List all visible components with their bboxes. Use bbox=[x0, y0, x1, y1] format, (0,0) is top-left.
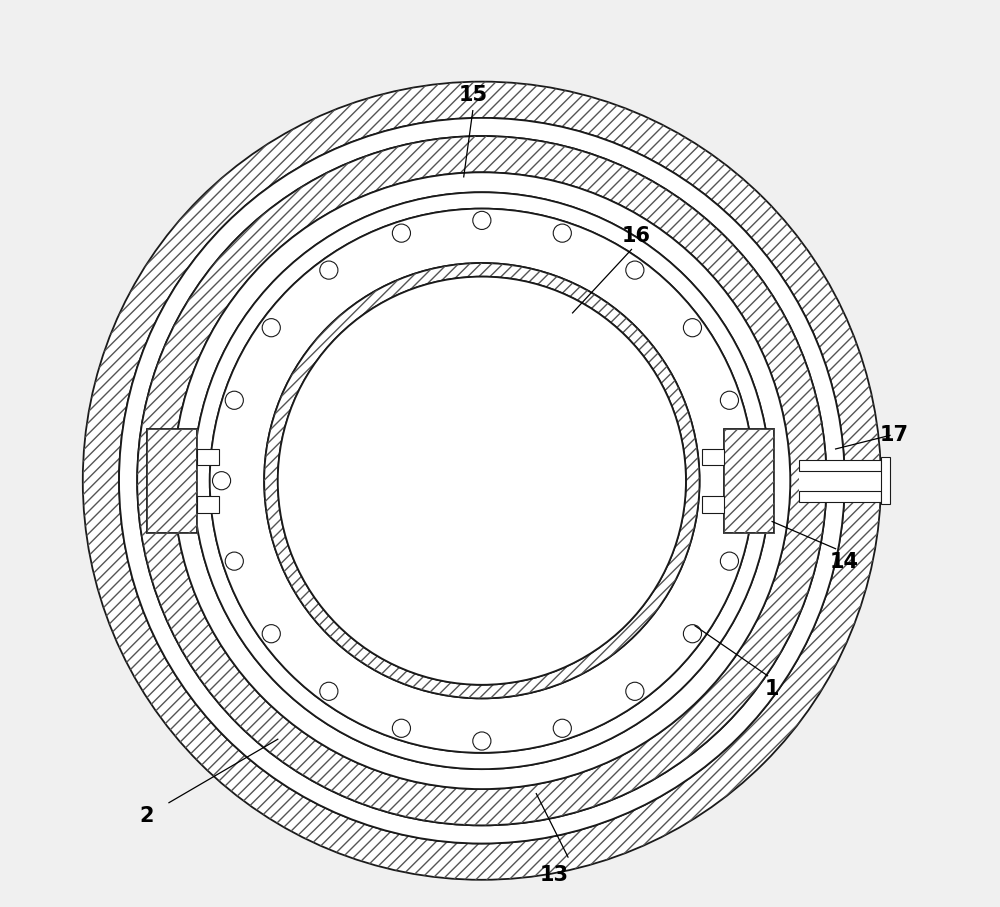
Circle shape bbox=[262, 625, 280, 643]
Circle shape bbox=[173, 172, 790, 789]
Text: 16: 16 bbox=[622, 226, 651, 246]
Circle shape bbox=[137, 136, 827, 825]
Text: 17: 17 bbox=[880, 425, 909, 445]
Circle shape bbox=[264, 263, 700, 698]
Circle shape bbox=[683, 318, 702, 336]
Bar bbox=[799, 460, 881, 471]
Text: 15: 15 bbox=[458, 85, 487, 105]
Circle shape bbox=[193, 192, 770, 769]
Circle shape bbox=[720, 552, 738, 571]
Circle shape bbox=[626, 682, 644, 700]
Text: 14: 14 bbox=[830, 552, 859, 572]
Circle shape bbox=[225, 552, 243, 571]
Circle shape bbox=[212, 472, 231, 490]
Circle shape bbox=[278, 277, 686, 685]
Bar bbox=[724, 429, 774, 533]
Circle shape bbox=[720, 391, 738, 409]
Circle shape bbox=[210, 209, 754, 753]
Bar bbox=[881, 457, 890, 504]
Circle shape bbox=[278, 277, 686, 685]
Circle shape bbox=[83, 82, 881, 880]
Bar bbox=[799, 491, 881, 502]
Bar bbox=[799, 471, 881, 491]
Circle shape bbox=[733, 472, 751, 490]
Circle shape bbox=[173, 172, 790, 789]
Circle shape bbox=[473, 211, 491, 229]
Circle shape bbox=[553, 224, 571, 242]
Circle shape bbox=[392, 224, 410, 242]
Bar bbox=[702, 449, 724, 465]
Circle shape bbox=[473, 732, 491, 750]
Circle shape bbox=[262, 318, 280, 336]
Bar bbox=[197, 496, 219, 512]
Text: 13: 13 bbox=[540, 865, 569, 885]
Circle shape bbox=[320, 682, 338, 700]
Circle shape bbox=[553, 719, 571, 737]
Circle shape bbox=[264, 263, 700, 698]
Bar bbox=[147, 429, 197, 533]
Bar bbox=[702, 496, 724, 512]
Text: 2: 2 bbox=[139, 806, 154, 826]
Circle shape bbox=[119, 118, 845, 844]
Circle shape bbox=[225, 391, 243, 409]
Circle shape bbox=[392, 719, 410, 737]
Circle shape bbox=[119, 118, 845, 844]
Circle shape bbox=[626, 261, 644, 279]
Text: 1: 1 bbox=[765, 679, 779, 699]
Bar bbox=[724, 429, 774, 533]
Circle shape bbox=[210, 209, 754, 753]
Circle shape bbox=[320, 261, 338, 279]
Circle shape bbox=[193, 192, 770, 769]
Bar bbox=[147, 429, 197, 533]
Circle shape bbox=[683, 625, 702, 643]
Circle shape bbox=[137, 136, 827, 825]
Bar bbox=[197, 449, 219, 465]
